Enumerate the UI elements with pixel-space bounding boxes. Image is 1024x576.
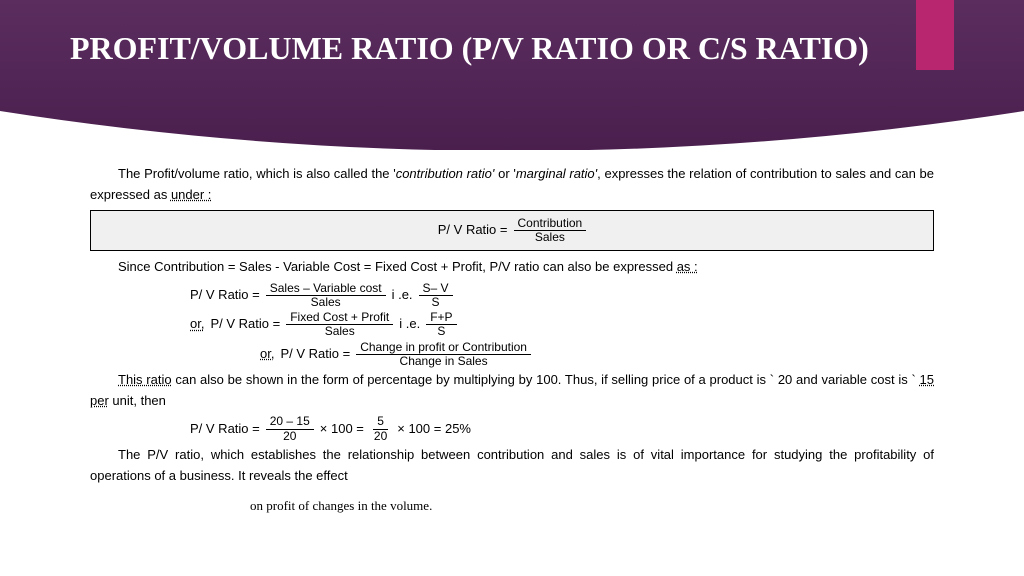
lhs: P/ V Ratio =	[190, 419, 260, 440]
t: The Profit/volume ratio, which is also c…	[118, 166, 396, 181]
slide-header: PROFIT/VOLUME RATIO (P/V RATIO OR C/S RA…	[0, 0, 1024, 150]
frac: 5 20	[370, 415, 391, 442]
formula-box-1: P/ V Ratio = Contribution Sales	[90, 210, 934, 251]
frac: Fixed Cost + Profit Sales	[286, 311, 393, 338]
formula-1: P/ V Ratio = Contribution Sales	[91, 217, 933, 244]
slide-title: PROFIT/VOLUME RATIO (P/V RATIO OR C/S RA…	[70, 28, 869, 70]
den: Sales	[531, 231, 569, 244]
m: × 100 = 25%	[397, 419, 471, 440]
num: Change in profit or Contribution	[356, 341, 531, 355]
den: S	[428, 296, 444, 309]
num: F+P	[426, 311, 456, 325]
formula-5: P/ V Ratio = 20 – 15 20 × 100 = 5 20 × 1…	[90, 415, 934, 442]
den: 20	[279, 430, 300, 443]
t: marginal ratio'	[516, 166, 597, 181]
t: This ratio	[118, 372, 172, 387]
den: Sales	[321, 325, 359, 338]
formula-3: or, P/ V Ratio = Fixed Cost + Profit Sal…	[90, 311, 934, 338]
mid: i .e.	[392, 285, 413, 306]
frac: S– V S	[419, 282, 453, 309]
num: Contribution	[514, 217, 587, 231]
formula-2: P/ V Ratio = Sales – Variable cost Sales…	[90, 282, 934, 309]
num: S– V	[419, 282, 453, 296]
slide-content: The Profit/volume ratio, which is also c…	[0, 150, 1024, 517]
lhs: P/ V Ratio =	[210, 314, 280, 335]
den: 20	[370, 430, 391, 443]
num: Sales – Variable cost	[266, 282, 386, 296]
t: can also be shown in the form of percent…	[172, 372, 920, 387]
num: Fixed Cost + Profit	[286, 311, 393, 325]
frac: Contribution Sales	[514, 217, 587, 244]
formula-4: or, P/ V Ratio = Change in profit or Con…	[90, 341, 934, 368]
frac: 20 – 15 20	[266, 415, 314, 442]
m: × 100 =	[320, 419, 364, 440]
t: contribution ratio'	[396, 166, 495, 181]
para-intro: The Profit/volume ratio, which is also c…	[90, 164, 934, 206]
mid: i .e.	[399, 314, 420, 335]
para-conclusion: The P/V ratio, which establishes the rel…	[90, 445, 934, 487]
accent-tab	[916, 0, 954, 70]
para-percentage: This ratio can also be shown in the form…	[90, 370, 934, 412]
t: Since Contribution = Sales - Variable Co…	[118, 259, 677, 274]
frac: F+P S	[426, 311, 456, 338]
para-since: Since Contribution = Sales - Variable Co…	[90, 257, 934, 278]
t: unit, then	[109, 393, 166, 408]
den: S	[433, 325, 449, 338]
or: or,	[190, 314, 204, 335]
header-curve	[0, 111, 1024, 151]
frac: Sales – Variable cost Sales	[266, 282, 386, 309]
lhs: P/ V Ratio =	[190, 285, 260, 306]
or: or,	[260, 344, 274, 365]
t: as :	[677, 259, 698, 274]
t: under :	[171, 187, 211, 202]
lhs: P/ V Ratio =	[280, 344, 350, 365]
lhs: P/ V Ratio =	[438, 220, 508, 241]
den: Sales	[307, 296, 345, 309]
frac: Change in profit or Contribution Change …	[356, 341, 531, 368]
den: Change in Sales	[396, 355, 492, 368]
t: or '	[494, 166, 515, 181]
num: 5	[373, 415, 388, 429]
footer-line: on profit of changes in the volume.	[250, 496, 934, 517]
num: 20 – 15	[266, 415, 314, 429]
